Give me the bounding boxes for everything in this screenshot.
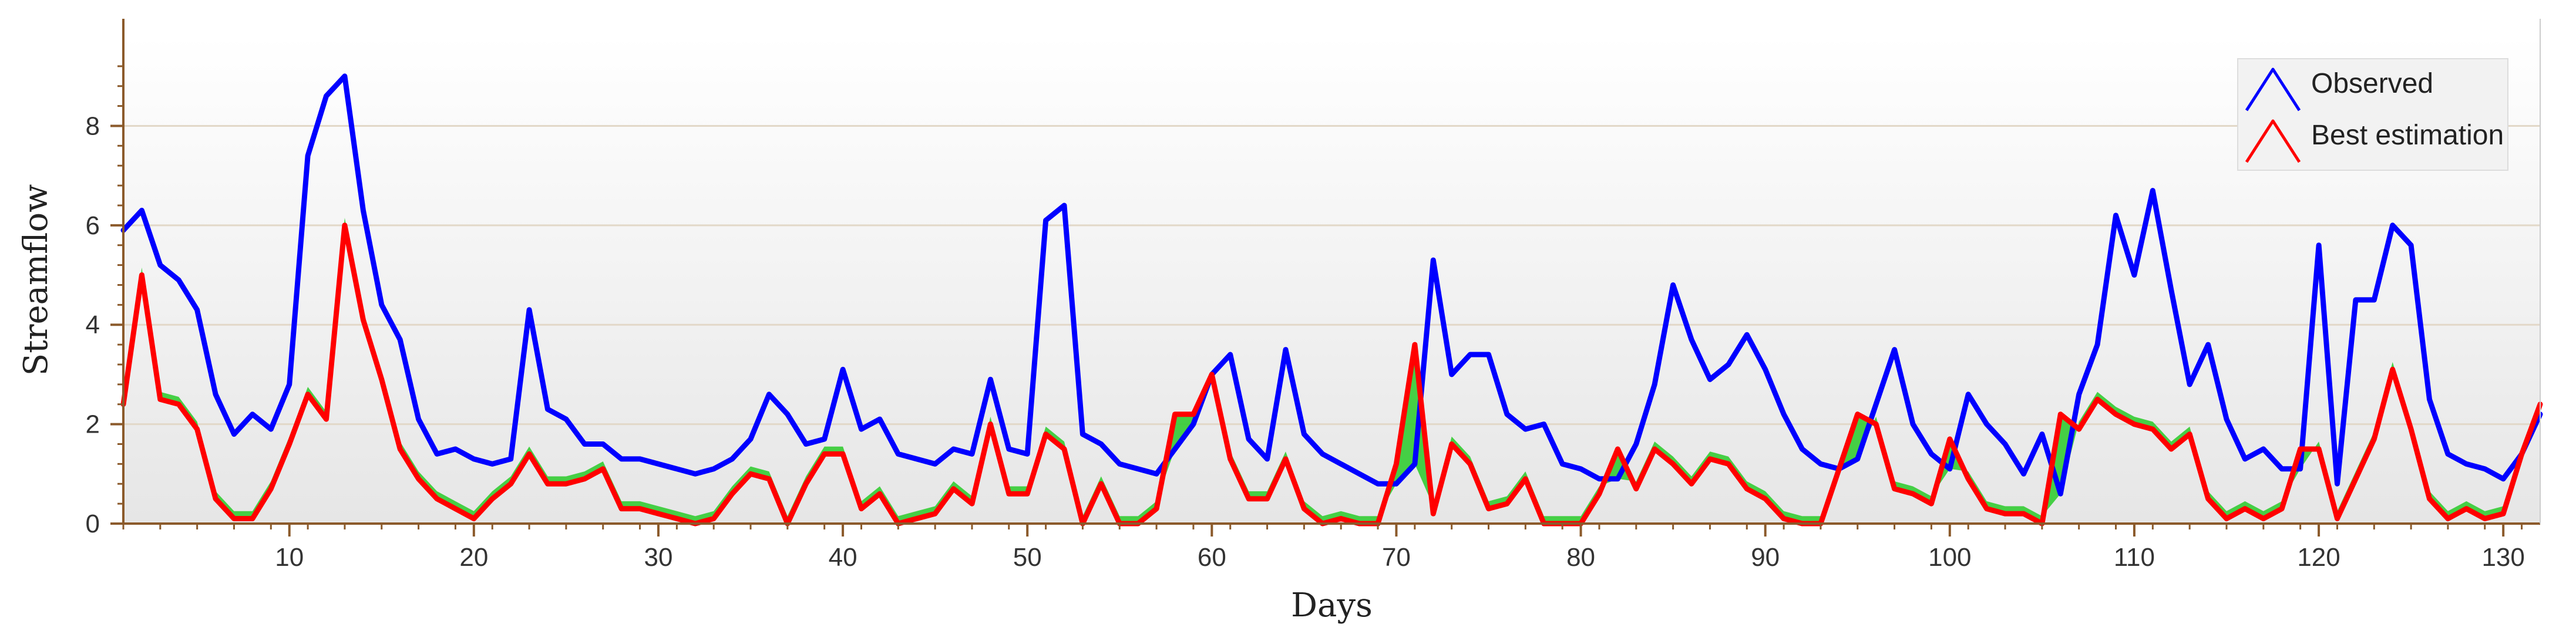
legend-item-best-estimation: Best estimation [2245,119,2504,163]
x-tick-label: 130 [2481,543,2524,572]
y-tick-label: 4 [86,311,100,339]
x-tick-label: 70 [1382,543,1411,572]
x-tick-label: 80 [1566,543,1595,572]
y-tick-label: 8 [86,112,100,140]
y-tick-label: 0 [86,510,100,538]
x-tick-label: 20 [459,543,488,572]
y-axis-title: Streamflow [17,184,55,376]
legend-label-observed: Observed [2311,68,2433,99]
x-tick-label: 110 [2114,543,2155,572]
best-estimation-legend-icon [2245,119,2301,163]
y-tick-label: 6 [86,211,100,240]
series-line-observed [120,73,2543,497]
x-axis-title: Days [1291,586,1373,625]
series-lines [120,73,2543,527]
legend-item-observed: Observed [2245,68,2433,112]
x-tick-label: 100 [1928,543,1971,572]
legend-label-best-estimation: Best estimation [2311,120,2504,151]
axes: 0 2 4 6 8 10 20 30 40 50 60 70 80 90 100 110 120 130 [86,19,2541,572]
x-tick-label: 50 [1013,543,1042,572]
x-tick-label: 60 [1198,543,1226,572]
x-tick-label: 40 [829,543,857,572]
x-tick-label: 10 [275,543,304,572]
plot-area-background [123,36,2540,524]
x-tick-label: 120 [2297,543,2340,572]
observed-legend-icon [2245,68,2301,112]
series-line-best-estimation [120,222,2543,527]
legend: Observed Best estimation [2237,58,2508,171]
x-tick-label: 90 [1751,543,1780,572]
legend-box [2237,58,2508,171]
x-tick-label: 30 [644,543,672,572]
y-tick-label: 2 [86,410,100,439]
